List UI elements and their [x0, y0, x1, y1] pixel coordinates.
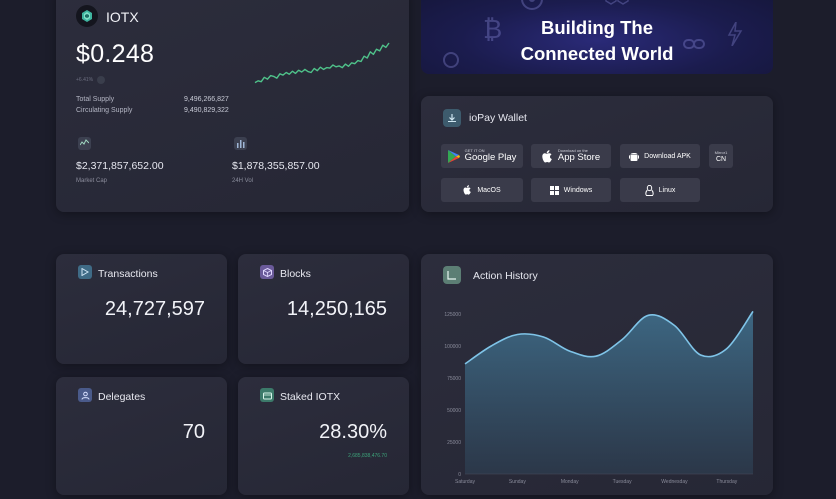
- price-change-value: +6.41%: [76, 77, 94, 83]
- chain-link-icon: [683, 39, 705, 49]
- volume-icon: [234, 137, 247, 150]
- action-history-card: Action History 0 25000 50000 75000 100000 125…: [421, 254, 773, 495]
- wallet-card: ioPay Wallet GET IT ON Google Play Downl…: [421, 96, 773, 212]
- total-supply-label: Total Supply: [76, 96, 115, 103]
- circle-deco-icon: [443, 52, 459, 68]
- download-apk-button[interactable]: Download APK: [620, 144, 700, 168]
- google-play-small: GET IT ON: [464, 148, 485, 154]
- action-history-title: Action History: [473, 270, 538, 282]
- iotex-logo-icon: [76, 5, 98, 27]
- bitcoin-icon: ₿: [483, 15, 502, 44]
- windows-icon: [549, 185, 559, 195]
- y-tick-label: 50000: [447, 408, 461, 414]
- total-supply-value: 9,496,266,827: [184, 96, 229, 103]
- google-play-button[interactable]: GET IT ON Google Play: [441, 144, 523, 168]
- circulating-supply-row: Circulating Supply 9,490,829,322: [76, 107, 236, 114]
- wallet-title: ioPay Wallet: [469, 112, 527, 124]
- mirror-cn-button[interactable]: Mirror1 CN: [709, 144, 733, 168]
- x-tick-label: Tuesday: [613, 479, 632, 485]
- linux-label: Linux: [658, 186, 676, 194]
- staked-wallet-icon: [260, 388, 274, 402]
- mirror-bottom-label: CN: [715, 155, 727, 163]
- y-tick-label: 75000: [447, 376, 461, 382]
- price-sparkline: [254, 42, 390, 84]
- google-play-icon: [447, 149, 460, 163]
- hexagon-cluster-icon: [605, 0, 629, 5]
- svg-text:₿: ₿: [483, 15, 502, 44]
- promo-banner[interactable]: ₿ Building The Connected World: [421, 0, 773, 74]
- info-dot-icon: [97, 76, 106, 84]
- x-tick-label: Saturday: [455, 479, 476, 485]
- circulating-supply-label: Circulating Supply: [76, 107, 133, 114]
- price-change: +6.41%: [76, 76, 106, 84]
- app-store-big: App Store: [557, 152, 601, 164]
- android-icon: [629, 152, 640, 161]
- volume-value: $1,878,355,857.00: [232, 160, 320, 172]
- apple-icon: [463, 185, 472, 195]
- google-play-big: Google Play: [464, 152, 517, 164]
- linux-icon: [644, 184, 654, 196]
- staked-iotx-card[interactable]: Staked IOTX 28.30% 2,685,838,476.70: [238, 377, 409, 495]
- blocks-label: Blocks: [280, 268, 311, 280]
- mirror-top-label: Mirror1: [714, 149, 728, 155]
- token-price: $0.248: [76, 40, 155, 68]
- blocks-value: 14,250,165: [286, 298, 387, 320]
- staked-value: 28.30%: [319, 421, 387, 443]
- x-tick-label: Wednesday: [661, 479, 688, 485]
- transactions-label: Transactions: [98, 268, 158, 280]
- y-tick-label: 25000: [447, 440, 461, 446]
- delegates-value: 70: [182, 421, 205, 443]
- x-tick-label: Sunday: [509, 479, 526, 485]
- delegates-label: Delegates: [98, 391, 146, 403]
- circulating-supply-value: 9,490,829,322: [184, 107, 229, 114]
- delegates-user-icon: [78, 388, 92, 402]
- staked-amount-note: 2,685,838,476.70: [348, 453, 387, 459]
- market-cap-value: $2,371,857,652.00: [76, 160, 164, 172]
- macos-button[interactable]: MacOS: [441, 178, 523, 202]
- sparkline-line: [254, 42, 390, 84]
- blocks-cube-icon: [260, 265, 274, 279]
- chart-icon: [443, 266, 461, 284]
- y-tick-label: 125000: [444, 312, 461, 318]
- y-tick-label: 0: [458, 472, 461, 478]
- transactions-card[interactable]: Transactions 24,727,597: [56, 254, 227, 364]
- wallet-download-icon: [443, 109, 461, 127]
- history-line: [464, 310, 754, 365]
- staked-label: Staked IOTX: [280, 391, 341, 403]
- market-cap-label: Market Cap: [76, 178, 108, 184]
- total-supply-row: Total Supply 9,496,266,827: [76, 96, 236, 103]
- transactions-icon: [78, 265, 92, 279]
- history-area: [465, 311, 753, 474]
- windows-label: Windows: [563, 186, 593, 194]
- windows-button[interactable]: Windows: [531, 178, 611, 202]
- x-tick-label: Thursday: [716, 479, 737, 485]
- bolt-icon: [727, 22, 743, 46]
- download-apk-label: Download APK: [644, 152, 691, 160]
- x-tick-label: Monday: [561, 479, 579, 485]
- token-name: IOTX: [106, 9, 139, 25]
- y-tick-label: 100000: [444, 344, 461, 350]
- transactions-value: 24,727,597: [104, 298, 205, 320]
- apple-icon: [542, 149, 552, 162]
- network-node-icon: [521, 0, 543, 10]
- delegates-card[interactable]: Delegates 70: [56, 377, 227, 495]
- banner-line-1: Building The: [540, 17, 653, 38]
- action-history-chart: 0 25000 50000 75000 100000 125000 Saturday Sund…: [444, 310, 754, 485]
- app-store-small: Download on the: [557, 148, 588, 154]
- banner-line-2: Connected World: [520, 43, 674, 64]
- volume-label: 24H Vol: [232, 178, 254, 184]
- market-cap-icon: [78, 137, 91, 150]
- app-store-button[interactable]: Download on the App Store: [531, 144, 611, 168]
- macos-label: MacOS: [477, 186, 501, 194]
- price-card: IOTX $0.248 +6.41% Total Supply 9,496,26…: [56, 0, 409, 212]
- blocks-card[interactable]: Blocks 14,250,165: [238, 254, 409, 364]
- linux-button[interactable]: Linux: [620, 178, 700, 202]
